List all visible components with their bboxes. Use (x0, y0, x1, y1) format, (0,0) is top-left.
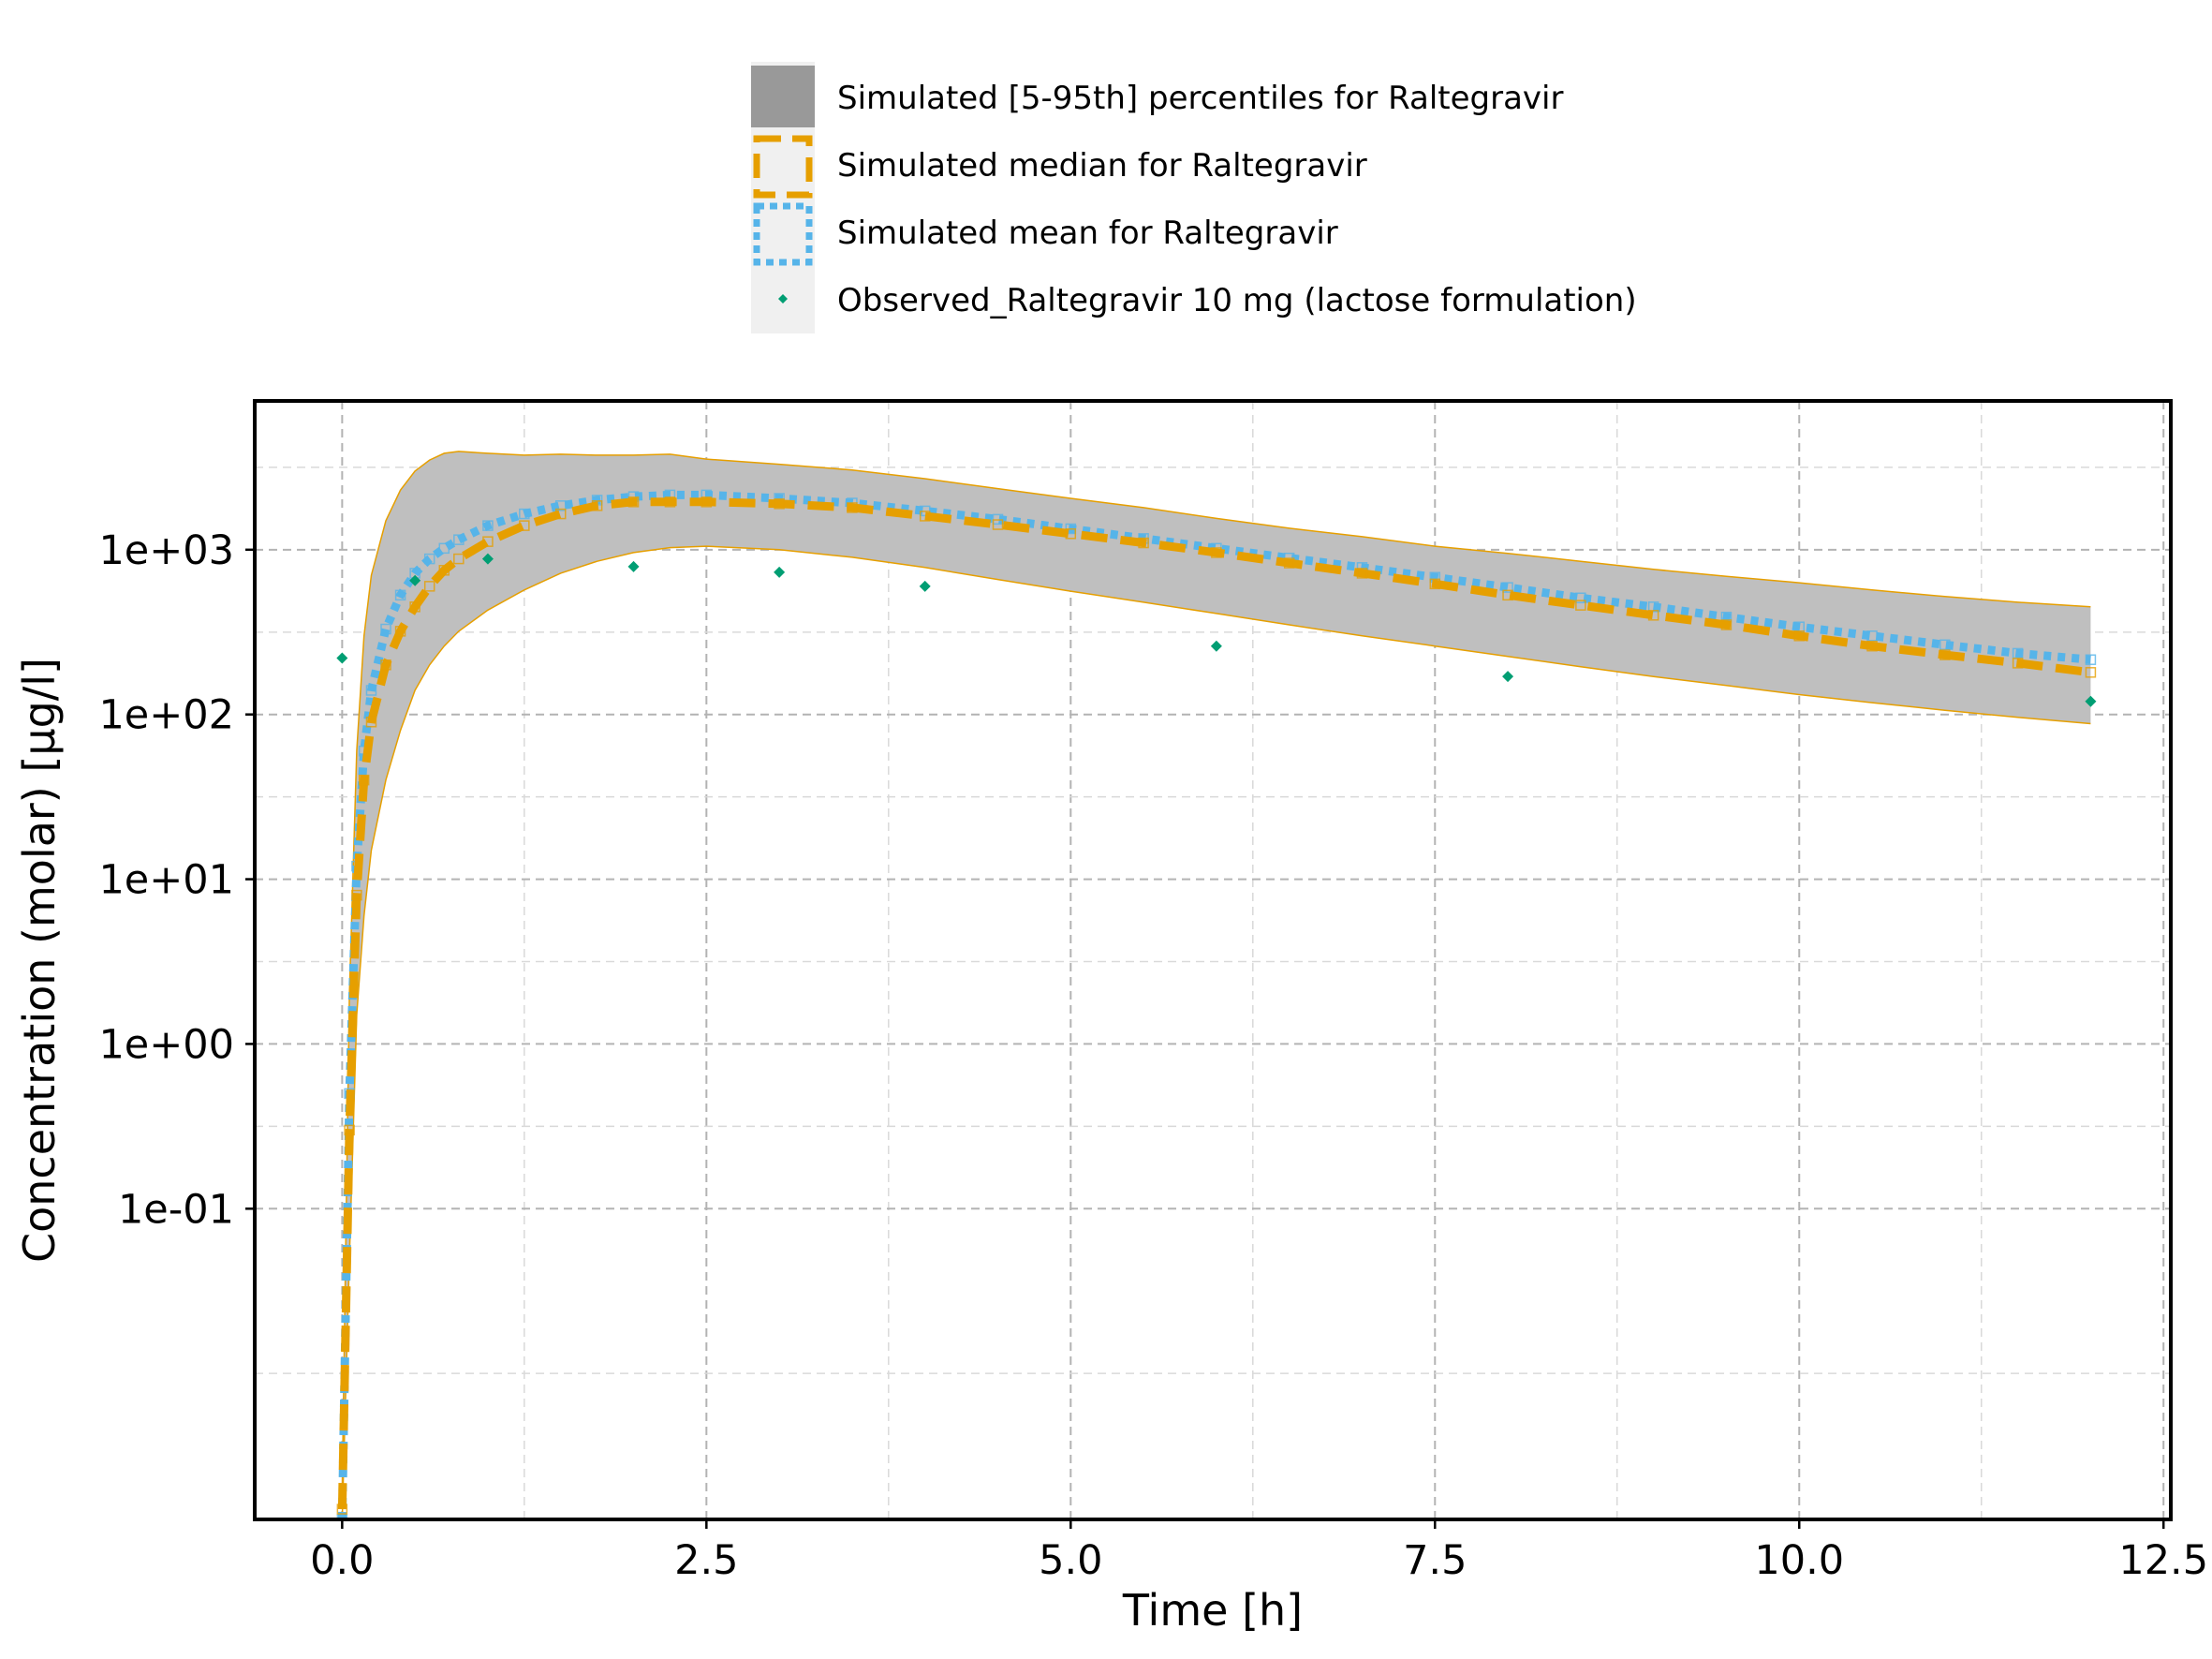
x-tick-label: 10.0 (1754, 1537, 1844, 1584)
x-tick-label: 0.0 (310, 1537, 374, 1584)
x-tick-label: 12.5 (2118, 1537, 2208, 1584)
y-tick-label: 1e+00 (98, 1021, 234, 1068)
mean-point (1647, 601, 1659, 613)
mean-point (336, 1514, 348, 1519)
median-point (409, 601, 420, 613)
median-point (2085, 667, 2097, 678)
median-point (847, 502, 858, 513)
median-point (358, 774, 370, 786)
x-axis-ticks: 0.0 2.5 5.0 7.5 10.0 12.5 (310, 1519, 2208, 1584)
legend-label: Observed_Raltegravir 10 mg (lactose form… (837, 282, 1637, 319)
observed-point (2085, 695, 2097, 707)
median-point (365, 716, 377, 728)
observed-point (919, 580, 931, 592)
y-tick-label: 1e+03 (98, 527, 234, 574)
legend-swatch-percentiles (751, 66, 815, 127)
median-point (2012, 658, 2024, 669)
percentile-band-upper-edge (341, 451, 2091, 1489)
x-axis-title: Time [h] (1122, 1585, 1303, 1636)
observed-point (409, 574, 421, 586)
median-point (423, 581, 435, 592)
median-point (664, 496, 676, 508)
legend-swatch-observed (778, 294, 788, 304)
mean-point (365, 685, 377, 696)
median-point (1211, 547, 1222, 558)
median-point (1575, 600, 1586, 611)
median-point (438, 565, 450, 576)
median-point (1138, 537, 1149, 549)
legend-label: Simulated [5-95th] percentiles for Ralte… (837, 80, 1563, 117)
mean-point (519, 508, 530, 520)
median-point (919, 511, 931, 522)
mean-point (2085, 654, 2097, 665)
mean-point (1575, 592, 1586, 604)
median-point (1429, 578, 1441, 590)
mean-point (380, 623, 391, 635)
mean-point (453, 534, 465, 545)
legend: Simulated [5-95th] percentiles for Ralte… (751, 62, 1637, 333)
percentile-band-lower-edge (341, 545, 2091, 1519)
median-point (1283, 557, 1295, 569)
y-tick-label: 1e+01 (98, 857, 234, 904)
median-point (344, 1124, 355, 1136)
legend-swatch-mean (753, 202, 813, 266)
median-point (992, 519, 1004, 530)
observed-point (1502, 671, 1514, 683)
median-point (482, 536, 494, 547)
median-point (351, 889, 362, 901)
median-point (774, 498, 785, 510)
median-point (519, 520, 530, 531)
plot-area (336, 451, 2097, 1519)
x-tick-label: 5.0 (1039, 1537, 1102, 1584)
median-point (1720, 619, 1733, 630)
observed-point (627, 560, 640, 572)
median-point (336, 1503, 348, 1515)
plot-frame (253, 399, 2173, 1521)
observed-point (481, 553, 494, 565)
median-point (554, 508, 567, 520)
legend-label: Simulated median for Raltegravir (837, 147, 1367, 185)
median-point (394, 626, 406, 637)
median-line (337, 497, 2091, 1510)
mean-point (482, 520, 494, 531)
y-axis-title: Concentration (molar) [µg/l] (14, 658, 65, 1263)
median-point (700, 496, 713, 508)
mean-point (1939, 639, 1951, 651)
mean-point (554, 500, 567, 511)
median-point (1793, 630, 1805, 642)
median-point (1356, 568, 1368, 579)
median-point (1866, 640, 1878, 652)
median-point (380, 659, 391, 671)
legend-label: Simulated mean for Raltegravir (837, 215, 1338, 252)
observed-point (774, 566, 786, 578)
median-point (1502, 589, 1513, 601)
legend-swatch-median (753, 135, 813, 199)
mean-line (337, 490, 2091, 1519)
y-tick-label: 1e-01 (118, 1186, 234, 1233)
observed-point (336, 652, 348, 664)
mean-point (1866, 630, 1878, 642)
median-point (627, 496, 640, 508)
mean-point (1502, 582, 1513, 593)
percentile-band (342, 451, 2091, 1519)
mean-point (423, 553, 435, 565)
mean-point (438, 542, 450, 555)
x-tick-label: 2.5 (674, 1537, 738, 1584)
x-tick-label: 7.5 (1403, 1537, 1467, 1584)
median-point (1939, 649, 1951, 660)
median-point (453, 553, 465, 565)
median-point (1065, 528, 1077, 540)
median-point (1647, 610, 1659, 621)
y-axis-ticks: 1e-01 1e+00 1e+01 1e+02 1e+03 (98, 527, 255, 1233)
y-tick-label: 1e+02 (98, 692, 234, 739)
observed-point (1210, 640, 1222, 652)
median-point (591, 500, 603, 511)
mean-point (394, 589, 406, 601)
